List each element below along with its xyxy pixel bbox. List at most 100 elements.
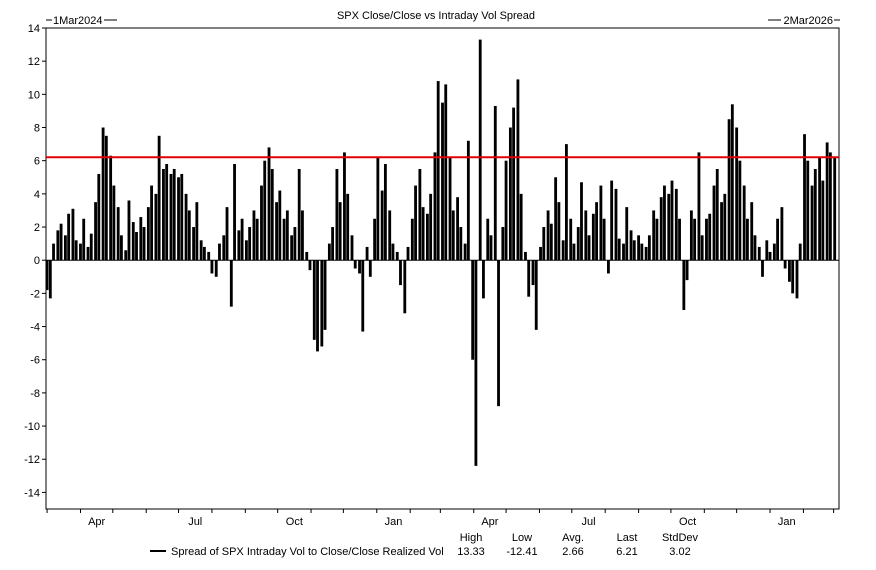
- bar: [557, 202, 561, 261]
- bar: [825, 142, 829, 261]
- bar: [436, 81, 440, 261]
- y-tick-label: 12: [28, 56, 40, 68]
- stats-header: StdDev: [662, 532, 699, 544]
- bar: [290, 235, 294, 261]
- bar: [678, 218, 681, 261]
- bar: [282, 218, 286, 261]
- bar: [169, 173, 173, 261]
- bar: [124, 250, 128, 261]
- bar: [399, 260, 402, 286]
- bar: [222, 235, 226, 261]
- bar: [425, 213, 429, 261]
- bar: [602, 218, 606, 261]
- bar: [791, 260, 795, 294]
- bar: [421, 207, 425, 261]
- bar: [742, 185, 746, 261]
- bar: [418, 168, 422, 261]
- bar: [587, 235, 591, 261]
- bar: [625, 207, 629, 261]
- bar: [527, 260, 531, 297]
- bar: [410, 218, 414, 261]
- bar: [700, 235, 704, 261]
- bar: [406, 246, 410, 261]
- bar: [301, 210, 304, 261]
- bar: [591, 213, 595, 261]
- y-tick-label: 4: [34, 189, 40, 201]
- bar: [761, 260, 764, 277]
- bar: [233, 164, 236, 261]
- y-tick-label: 2: [34, 222, 40, 234]
- start-date-label: 1Mar2024: [53, 15, 103, 27]
- bar: [750, 202, 754, 261]
- bar: [444, 84, 448, 261]
- bar: [263, 160, 267, 261]
- bar: [305, 251, 309, 261]
- bar: [67, 213, 71, 261]
- bar: [312, 260, 316, 340]
- bar: [617, 238, 621, 261]
- bar: [497, 260, 500, 407]
- bar: [346, 193, 350, 261]
- series-bars: [45, 39, 839, 466]
- bar: [508, 127, 512, 261]
- bar: [599, 185, 603, 261]
- bar: [549, 223, 553, 261]
- bar: [610, 180, 614, 261]
- bar: [471, 260, 475, 360]
- bar: [708, 213, 712, 261]
- bar: [267, 147, 271, 261]
- bar: [172, 168, 176, 261]
- bar: [343, 152, 346, 261]
- end-date-label: 2Mar2026: [783, 15, 833, 27]
- chart-title: SPX Close/Close vs Intraday Vol Spread: [337, 10, 535, 22]
- bar: [512, 107, 516, 261]
- bar: [482, 260, 485, 299]
- bar: [478, 39, 482, 261]
- bar: [109, 155, 113, 261]
- bar: [682, 260, 686, 310]
- bar: [519, 193, 523, 261]
- bar: [278, 190, 282, 261]
- bar: [338, 202, 342, 261]
- bar: [316, 260, 319, 352]
- bar: [139, 217, 143, 261]
- bar: [214, 260, 218, 277]
- bar: [705, 218, 708, 261]
- bar: [776, 218, 780, 261]
- bar: [735, 127, 739, 261]
- bar: [647, 235, 651, 261]
- bar: [637, 235, 641, 261]
- start-date-marker: 1Mar2024: [46, 15, 117, 27]
- stats-header: High: [460, 532, 483, 544]
- x-tick-label: Jul: [581, 516, 595, 528]
- x-tick-label: Jan: [778, 516, 796, 528]
- bar: [162, 168, 165, 261]
- x-tick-label: Apr: [88, 516, 105, 528]
- bar: [783, 260, 787, 269]
- y-tick-label: 10: [28, 89, 40, 101]
- bar: [323, 260, 327, 330]
- bar: [74, 240, 78, 261]
- bar: [202, 246, 206, 261]
- bar: [674, 188, 678, 261]
- bar: [104, 135, 108, 261]
- y-tick-label: -4: [30, 322, 40, 334]
- legend: Spread of SPX Intraday Vol to Close/Clos…: [150, 546, 444, 558]
- bar: [150, 185, 154, 261]
- bar: [689, 210, 693, 261]
- bar: [195, 202, 199, 261]
- stats-value: 6.21: [616, 546, 637, 558]
- bar: [524, 251, 527, 261]
- bar: [52, 243, 55, 261]
- end-date-marker: 2Mar2026: [768, 15, 840, 27]
- bar: [730, 104, 734, 261]
- x-tick-label: Oct: [286, 516, 303, 528]
- bar: [45, 260, 49, 291]
- bar: [803, 134, 806, 261]
- bar: [199, 240, 203, 261]
- bar: [746, 218, 749, 261]
- bar: [154, 193, 158, 261]
- bar: [252, 210, 256, 261]
- bar: [531, 260, 535, 286]
- bar: [539, 246, 542, 261]
